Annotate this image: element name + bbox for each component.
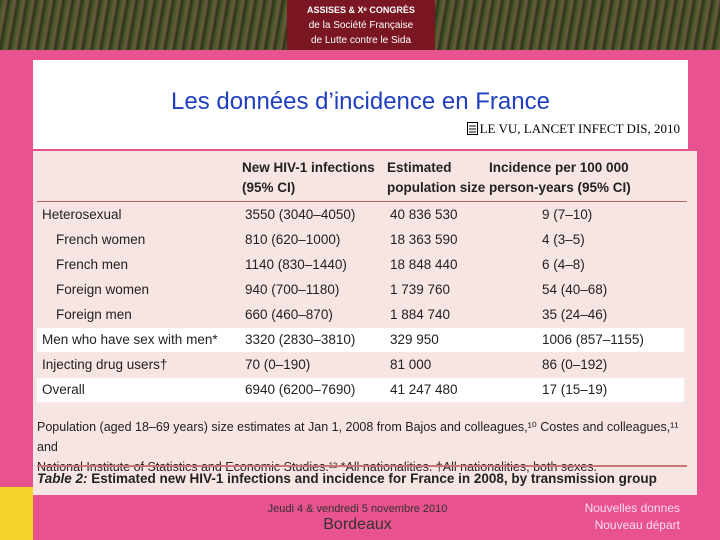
caption-label: Table 2: — [37, 471, 88, 486]
banner-line: de la Société Française — [308, 20, 414, 31]
column-header: Estimated — [387, 160, 452, 175]
cell: 4 (3–5) — [542, 232, 585, 247]
caption-text: Estimated new HIV-1 infections and incid… — [91, 471, 657, 486]
document-icon — [466, 122, 478, 135]
footer-city: Bordeaux — [323, 516, 392, 533]
cell: 940 (700–1180) — [245, 282, 340, 297]
table-row: French men 1140 (830–1440) 18 848 440 6 (4–… — [37, 253, 684, 277]
caption: Table 2: Estimated new HIV-1 infections … — [37, 471, 657, 486]
column-header: population size — [387, 180, 486, 195]
header-rule — [37, 201, 687, 202]
cell: 86 (0–192) — [542, 357, 608, 372]
slide-title: Les données d’incidence en France — [171, 88, 550, 115]
congress-logo: ASSISES & Xᵉ CONGRÈS de la Société Franç… — [287, 0, 435, 50]
table-row: Injecting drug users† 70 (0–190) 81 000 86 … — [37, 353, 684, 377]
footnote-line: Population (aged 18–69 years) size estim… — [37, 420, 679, 454]
logo — [0, 487, 33, 540]
cell: 3550 (3040–4050) — [245, 207, 356, 222]
footer-tagline: Nouvelles donnes — [584, 501, 680, 515]
footnote: Population (aged 18–69 years) size estim… — [37, 417, 687, 477]
cell: 1006 (857–1155) — [542, 332, 644, 347]
table: Population (aged 18–69 years) size estim… — [33, 151, 697, 495]
footnote-line: National Institute of Statistics and Eco… — [37, 460, 598, 474]
column-header: New HIV-1 infections — [242, 160, 375, 175]
title-panel: Les données d’incidence en France LE VU,… — [33, 60, 688, 149]
cell: 18 848 440 — [390, 257, 458, 272]
cell: 329 950 — [390, 332, 439, 347]
cell: 41 247 480 — [390, 382, 458, 397]
cell: 81 000 — [390, 357, 432, 372]
footer-tagline: Nouveau départ — [594, 518, 680, 532]
row-label: French men — [56, 257, 129, 272]
row-label: Men who have sex with men* — [42, 332, 218, 347]
cell: 810 (620–1000) — [245, 232, 341, 247]
cell: 6 (4–8) — [542, 257, 585, 272]
cell: 54 (40–68) — [542, 282, 608, 297]
table-row: Men who have sex with men* 3320 (2830–381… — [37, 328, 684, 352]
column-header: person-years (95% CI) — [489, 180, 631, 195]
cell: 70 (0–190) — [245, 357, 311, 372]
banner-line: ASSISES & Xᵉ CONGRÈS — [307, 5, 415, 15]
cell: 1 884 740 — [390, 307, 451, 322]
cell: 1 739 760 — [390, 282, 451, 297]
cell: 3320 (2830–3810) — [245, 332, 356, 347]
banner: ASSISES & Xᵉ CONGRÈS de la Société Franç… — [0, 0, 720, 50]
row-label: Foreign women — [56, 282, 150, 297]
row-label: Foreign men — [56, 307, 132, 322]
cell: 40 836 530 — [390, 207, 458, 222]
cell: 6940 (6200–7690) — [245, 382, 356, 397]
column-header: Incidence per 100 000 — [489, 160, 629, 175]
table-row: French women 810 (620–1000) 18 363 590 4 (3… — [37, 228, 684, 252]
row-label: Heterosexual — [42, 207, 122, 222]
column-header: (95% CI) — [242, 180, 296, 195]
row-label: Overall — [42, 382, 85, 397]
row-label: French women — [56, 232, 146, 247]
cell: 1140 (830–1440) — [245, 257, 347, 272]
footer-date: Jeudi 4 & vendredi 5 novembre 2010 — [267, 503, 448, 515]
table-row: Heterosexual 3550 (3040–4050) 40 836 530 9 … — [37, 203, 684, 227]
cell: 18 363 590 — [390, 232, 458, 247]
row-label: Injecting drug users† — [42, 357, 168, 372]
table-row: Foreign women 940 (700–1180) 1 739 760 54 (… — [37, 278, 684, 302]
source-text: LE VU, LANCET INFECT DIS, 2010 — [479, 121, 680, 136]
cell: 660 (460–870) — [245, 307, 333, 322]
banner-line: de Lutte contre le Sida — [310, 35, 412, 46]
caption-rule — [37, 465, 687, 467]
table-row: Overall 6940 (6200–7690) 41 247 480 17 (15–… — [37, 378, 684, 402]
cell: 35 (24–46) — [542, 307, 608, 322]
cell: 9 (7–10) — [542, 207, 593, 222]
cell: 17 (15–19) — [542, 382, 608, 397]
source: LE VU, LANCET INFECT DIS, 2010 — [466, 121, 680, 137]
table-row: Foreign men 660 (460–870) 1 884 740 35 (24–… — [37, 303, 684, 327]
